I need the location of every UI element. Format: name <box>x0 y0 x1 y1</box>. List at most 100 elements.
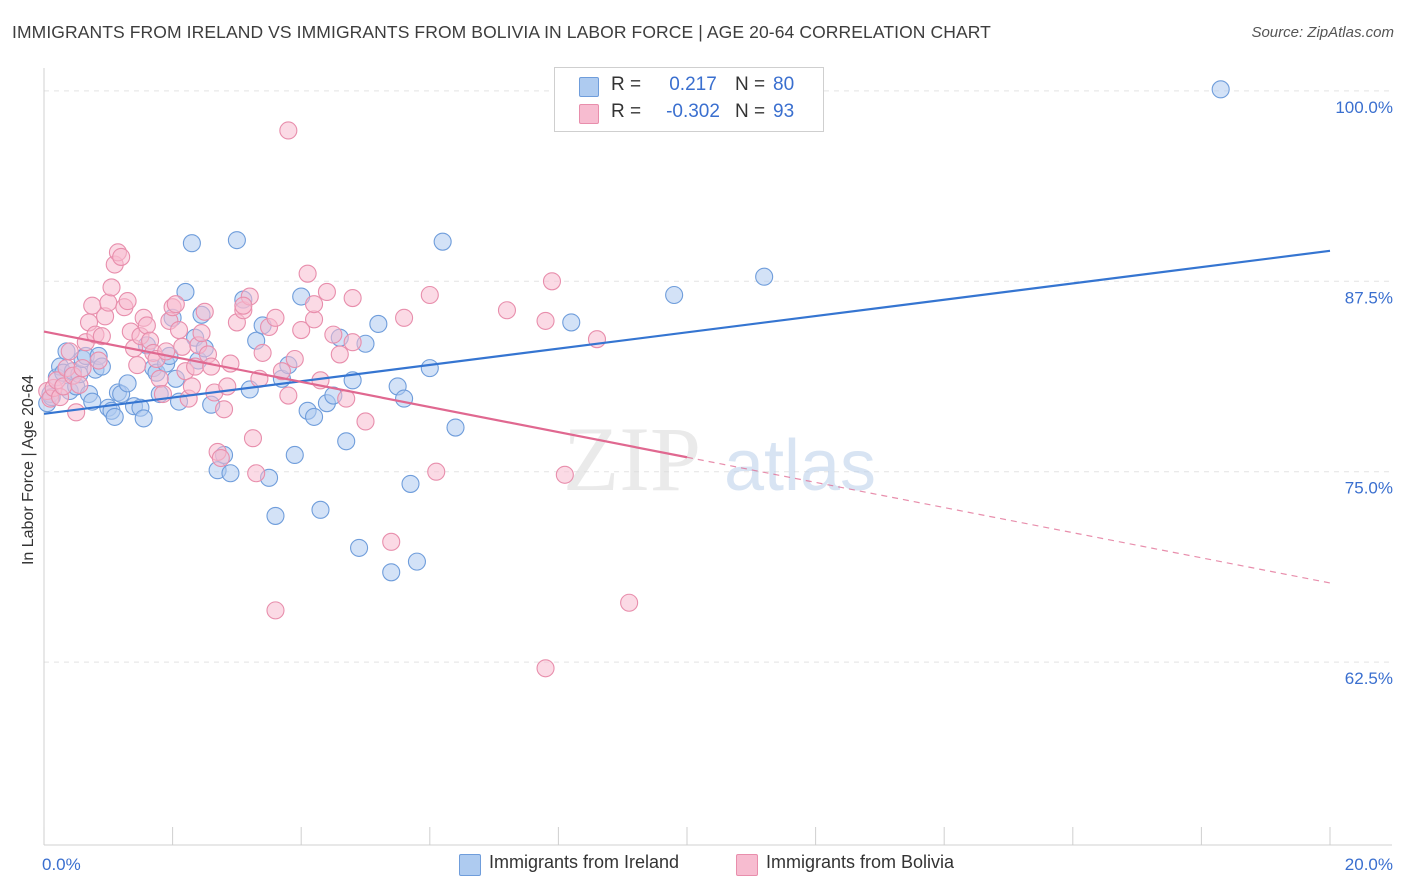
ireland-point <box>83 392 102 411</box>
legend-n-value-bolivia: 93 <box>773 101 795 122</box>
bolivia-point <box>182 377 201 396</box>
ireland-point <box>221 464 240 483</box>
bolivia-point <box>298 264 317 283</box>
ireland-point <box>665 285 684 305</box>
bolivia-point <box>102 278 121 297</box>
bolivia-point <box>169 320 189 340</box>
legend-n-label: N = <box>735 101 766 122</box>
chart-title: IMMIGRANTS FROM IRELAND VS IMMIGRANTS FR… <box>12 22 991 42</box>
legend-n-label: N = <box>735 74 766 95</box>
correlation-legend: R = 0.217 N = 80 R = -0.302 N = 93 <box>554 67 824 132</box>
bolivia-point <box>89 351 108 370</box>
axis-ticks <box>43 827 1331 845</box>
bolivia-point <box>92 327 111 346</box>
bolivia-point <box>382 532 401 551</box>
ireland-point <box>395 389 414 408</box>
legend-n-value-ireland: 80 <box>773 74 795 95</box>
bolivia-point <box>272 362 291 381</box>
bolivia-point <box>305 310 324 329</box>
bolivia-point <box>195 302 214 321</box>
bolivia-point <box>266 601 285 620</box>
bolivia-point <box>497 301 517 320</box>
bolivia-point <box>166 295 185 314</box>
y-tick-label: 100.0% <box>1335 98 1393 117</box>
y-tick-label: 75.0% <box>1345 479 1393 498</box>
y-tick-label: 87.5% <box>1345 288 1393 307</box>
ireland-point <box>1211 80 1230 99</box>
ireland-trend-line <box>43 249 1331 415</box>
bolivia-point <box>279 386 298 405</box>
watermark: ZIP atlas <box>563 408 876 510</box>
bolivia-point <box>99 293 118 312</box>
ireland-point <box>433 232 452 251</box>
bolivia-point <box>536 659 555 678</box>
y-tick-label: 62.5% <box>1345 669 1393 688</box>
ireland-point <box>420 359 439 378</box>
ireland-point <box>182 234 201 253</box>
ireland-point <box>227 231 246 250</box>
bolivia-point <box>324 325 343 344</box>
ireland-point <box>176 282 195 302</box>
bolivia-point <box>67 403 86 422</box>
ireland-point <box>562 313 581 332</box>
gridlines <box>44 90 1392 663</box>
ireland-point <box>118 374 137 393</box>
x-tick-label-max: 20.0% <box>1345 855 1393 874</box>
bolivia-point <box>137 316 156 335</box>
bolivia-point <box>620 593 639 612</box>
bolivia-point <box>112 247 131 266</box>
bolivia-trend-line <box>43 330 688 459</box>
legend-r-label: R = <box>611 74 642 95</box>
bolivia-point <box>542 272 562 291</box>
legend-swatch-bolivia <box>579 104 599 124</box>
ireland-point <box>105 407 124 426</box>
bolivia-point <box>192 324 211 343</box>
watermark-zip: ZIP <box>563 408 701 510</box>
bolivia-point <box>343 289 362 308</box>
bolivia-point <box>173 337 192 356</box>
bolivia-point <box>292 320 311 340</box>
watermark-atlas: atlas <box>724 426 876 506</box>
bolivia-point <box>285 349 304 369</box>
bolivia-point <box>118 292 137 311</box>
bolivia-point <box>330 345 349 364</box>
bolivia-point <box>536 311 555 330</box>
ireland-point <box>401 474 420 493</box>
bottom-legend-swatch-bolivia <box>736 854 758 876</box>
ireland-point <box>446 418 465 437</box>
bolivia-point <box>253 343 272 362</box>
bottom-legend-swatch-ireland <box>459 854 481 876</box>
bolivia-point <box>305 295 324 314</box>
bolivia-point <box>60 342 79 361</box>
bottom-legend-label-ireland: Immigrants from Ireland <box>489 852 680 872</box>
x-tick-label-min: 0.0% <box>42 855 81 874</box>
trend-lines <box>43 249 1331 584</box>
bolivia-point <box>70 375 89 394</box>
bolivia-point <box>555 465 574 484</box>
ireland-point <box>311 500 330 519</box>
bolivia-point <box>214 400 234 419</box>
legend-r-value-ireland: 0.217 <box>669 74 717 95</box>
bolivia-point <box>211 448 230 468</box>
axes <box>43 68 1392 846</box>
ireland-point <box>266 506 285 525</box>
bolivia-point <box>150 369 169 388</box>
bolivia-point <box>317 282 336 302</box>
bolivia-point <box>73 359 92 378</box>
bolivia-point <box>234 296 253 315</box>
ireland-point <box>285 445 304 465</box>
ireland-point <box>407 552 426 571</box>
bolivia-point <box>427 462 446 481</box>
bolivia-point <box>243 429 263 448</box>
bolivia-point <box>247 464 266 483</box>
bolivia-point <box>202 357 221 376</box>
bolivia-point <box>356 412 375 431</box>
ireland-point <box>134 409 153 428</box>
ireland-point <box>369 314 388 334</box>
bolivia-point <box>343 333 362 352</box>
bottom-legend-label-bolivia: Immigrants from Bolivia <box>766 852 955 872</box>
legend-swatch-ireland <box>579 77 599 97</box>
bolivia-point <box>420 285 439 305</box>
tick-labels: 62.5% 75.0% 87.5% 100.0% 0.0% 20.0% <box>42 98 1393 874</box>
